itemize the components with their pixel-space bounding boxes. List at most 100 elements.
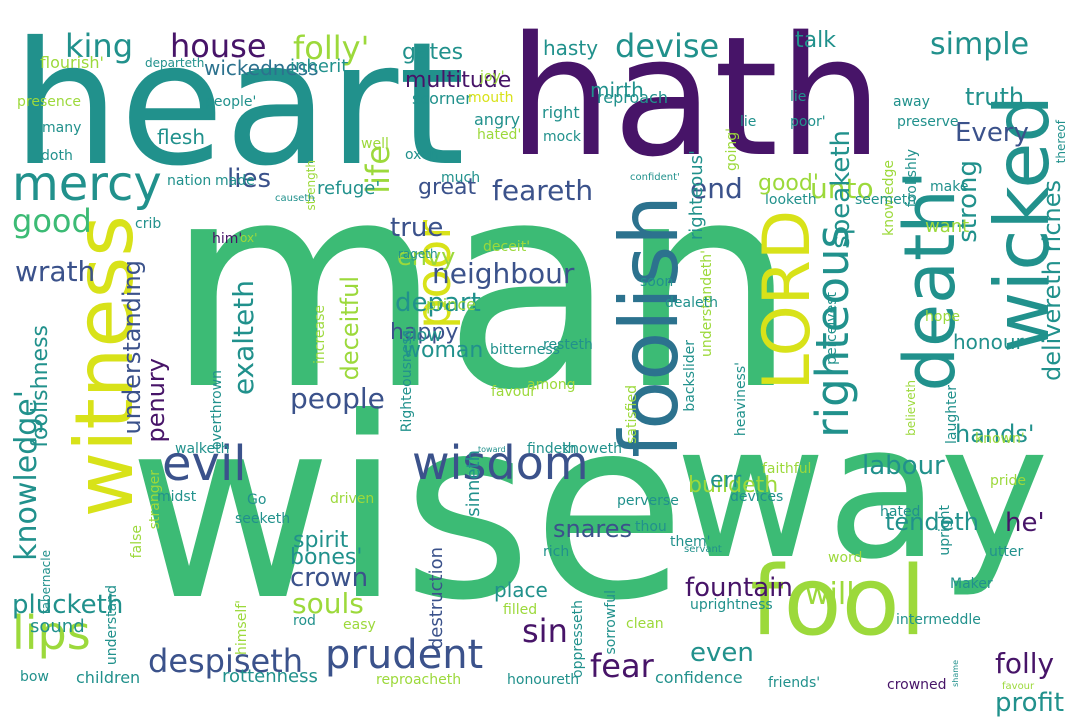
word-believeth: believeth [904, 380, 918, 436]
word-spirit: spirit [293, 528, 349, 553]
word-nation: nation [167, 173, 212, 189]
word-much: much [441, 170, 481, 186]
word-driven: driven [330, 491, 375, 507]
word-great: great [418, 175, 477, 200]
word-maker: Maker [950, 576, 993, 592]
word-wise: wise [128, 364, 686, 655]
word-rod: rod [293, 613, 316, 629]
word-end: end [690, 172, 743, 205]
word-slow: slow [402, 325, 443, 346]
word-joy: joy' [480, 69, 505, 85]
word-oppresseth: oppresseth [570, 600, 586, 678]
word-away: away [893, 94, 930, 110]
word-sound: sound [30, 616, 85, 637]
word-devices: devices [730, 489, 784, 505]
word-fear: fear [590, 647, 654, 685]
word-rageth: rageth [398, 247, 438, 261]
word-folly: folly [995, 647, 1055, 680]
word-uprightness: uprightness [690, 597, 773, 613]
word-clean: clean [626, 616, 664, 632]
word-plucketh: plucketh [12, 590, 124, 620]
word-crown: crown [290, 563, 369, 593]
word-many: many [42, 120, 82, 136]
word-seeketh: seeketh [235, 511, 291, 527]
word-hated: hated' [477, 127, 522, 143]
word-happy: happy [390, 320, 459, 345]
word-looketh: looketh [765, 192, 817, 208]
word-foolish: foolish [603, 195, 696, 458]
word-speaketh: speaketh [826, 130, 856, 249]
word-known: known' [975, 431, 1025, 447]
word-poor: poor' [790, 114, 826, 130]
word-multitude: multitude [405, 68, 512, 93]
word-understand: understand [104, 585, 120, 666]
word-intermeddle: intermeddle [896, 612, 981, 628]
word-friends: friends' [768, 675, 821, 691]
word-easy: easy [343, 617, 376, 633]
word-confident: confident' [630, 172, 680, 183]
word-mouth: mouth [468, 90, 514, 106]
word-going: going' [724, 128, 740, 171]
word-will: will [805, 577, 855, 612]
word-wickedness: wickedness [204, 56, 319, 80]
word-perceivest: perceivest [824, 292, 840, 365]
word-thou: thou [635, 519, 667, 535]
word-man: man [165, 121, 798, 453]
word-hands: hands' [955, 420, 1035, 448]
word-deceit: deceit' [483, 239, 531, 255]
word-reproacheth: reproacheth [376, 672, 462, 688]
word-unto: unto [810, 172, 874, 205]
word-wisdom: wisdom [412, 436, 589, 490]
word-himself: himself' [234, 600, 250, 655]
word-good: good' [758, 171, 819, 196]
word-people: people' [205, 94, 257, 110]
word-flesh: flesh [157, 125, 205, 149]
word-oxen: oxen [405, 147, 439, 163]
word-evil: evil [162, 436, 247, 492]
word-knoweth: knoweth [562, 441, 622, 457]
word-err: err [710, 468, 742, 493]
word-utter: utter [989, 544, 1024, 560]
word-them: them' [670, 534, 711, 550]
word-refuge: refuge' [317, 178, 381, 199]
word-sorrowful: sorrowful [603, 590, 619, 655]
word-soon: soon [640, 274, 674, 290]
word-profit: profit [995, 688, 1065, 718]
word-snares: snares [553, 515, 633, 543]
word-causeth: causeth [275, 193, 315, 204]
word-departeth: departeth [145, 56, 205, 70]
word-rich: rich [543, 544, 570, 560]
word-made: made [215, 173, 255, 189]
word-doth: doth [41, 148, 73, 164]
word-rottenness: rottenness [222, 666, 318, 687]
word-flourish: flourish' [40, 53, 104, 72]
word-woman: woman [403, 338, 484, 363]
word-presence: presence [17, 94, 82, 110]
word-reproach: reproach [597, 88, 668, 107]
word-exalteth: exalteth [227, 280, 260, 396]
word-among: among [527, 377, 576, 393]
word-even: even [690, 638, 754, 668]
word-fool: fool [750, 547, 927, 657]
word-heart: heart [12, 6, 466, 204]
word-crowned: crowned [887, 677, 947, 693]
word-hope: hope [925, 309, 960, 325]
word-servant: servant [684, 544, 722, 555]
word-seemeth: seemeth [855, 192, 917, 208]
word-mercy: mercy [12, 156, 162, 212]
word-lie: lie [740, 114, 757, 130]
word-increase: increase [312, 305, 328, 365]
word-house: house [170, 27, 267, 65]
word-false: false [129, 525, 145, 559]
word-tendeth: tendeth [885, 508, 980, 536]
word-sinneth: sinneth [463, 450, 484, 517]
word-devise: devise [615, 27, 720, 65]
word-pride: pride [990, 473, 1027, 489]
word-sin: sin [522, 612, 568, 650]
word-dealeth: dealeth [665, 295, 718, 311]
word-mock: mock [543, 129, 582, 145]
word-perverse: perverse [617, 493, 679, 509]
word-overthrown: overthrown [209, 370, 225, 450]
word-prudent: prudent [325, 632, 484, 678]
